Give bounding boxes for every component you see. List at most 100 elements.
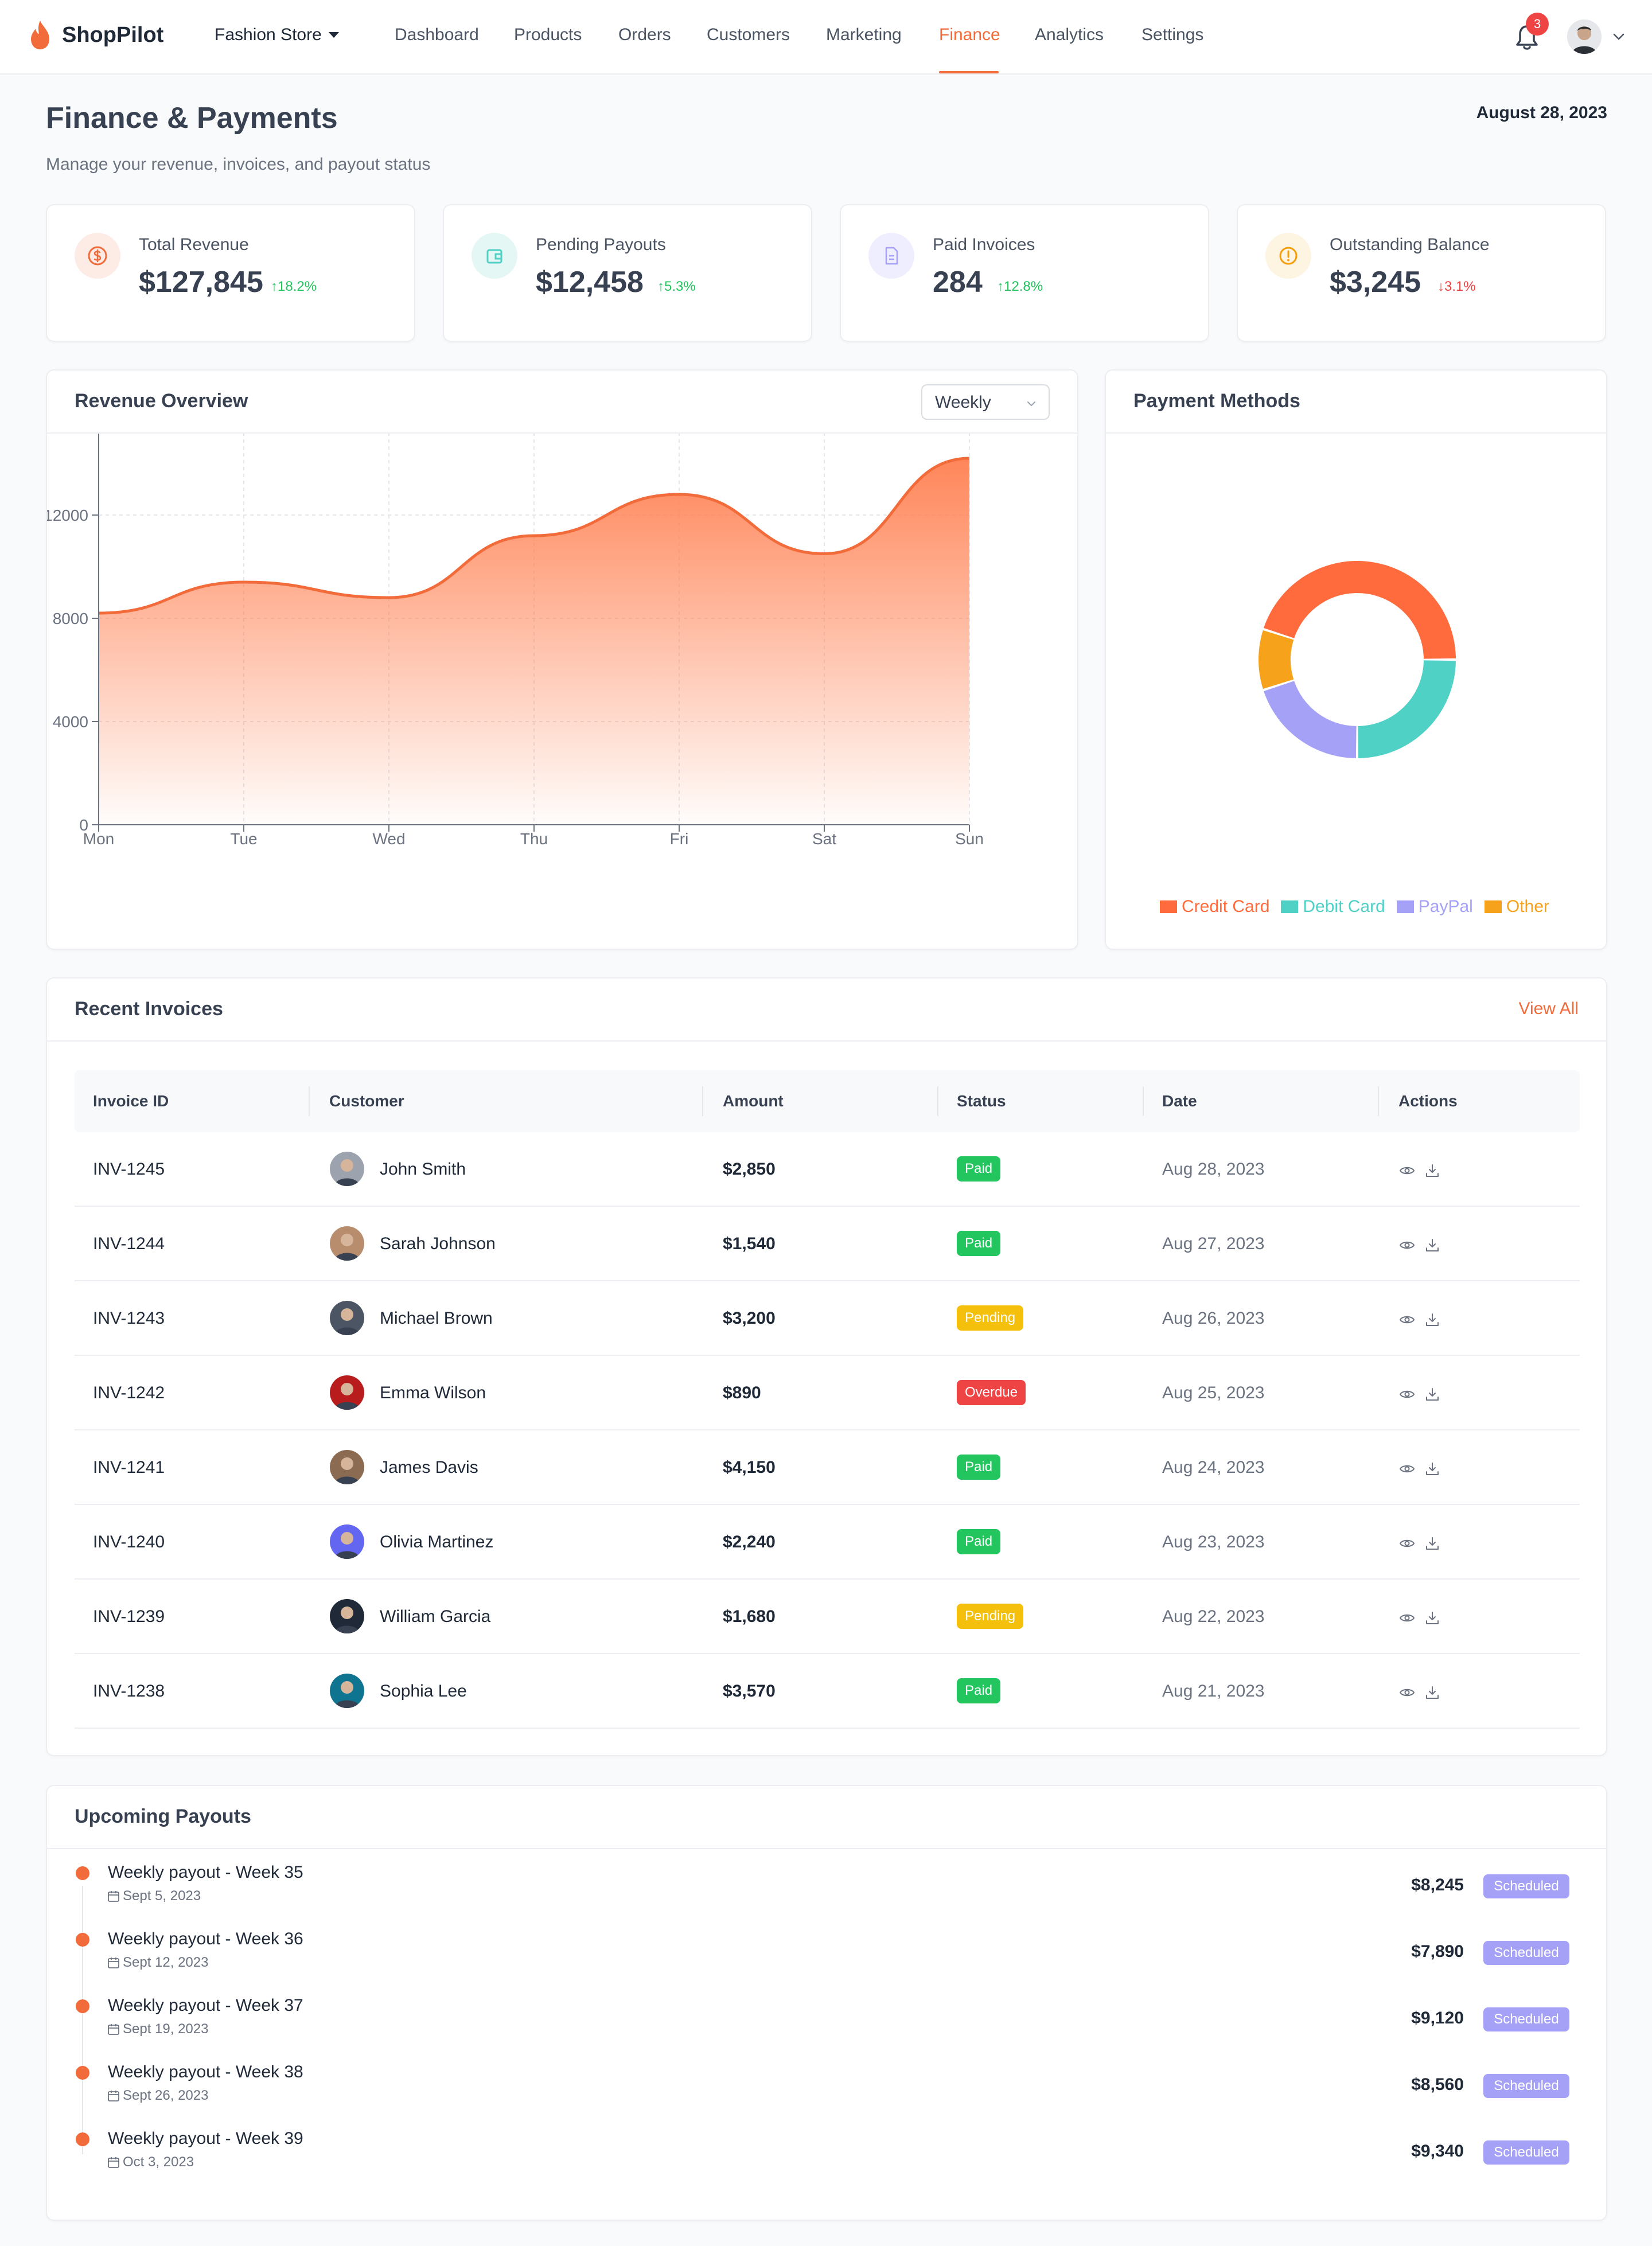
card-header: Revenue Overview Weekly bbox=[47, 371, 1077, 434]
table-row[interactable]: INV-1242 Emma Wilson $890 Overdue Aug 25, 20… bbox=[75, 1356, 1580, 1430]
stat-card-total-revenue: Total Revenue $127,845 ↑18.2% bbox=[46, 204, 415, 342]
customer-name: Sarah Johnson bbox=[380, 1234, 496, 1253]
column-header[interactable]: Status bbox=[957, 1092, 1006, 1110]
payout-title: Weekly payout - Week 35 bbox=[108, 1863, 303, 1882]
table-row[interactable]: INV-1238 Sophia Lee $3,570 Paid Aug 21, 2023 bbox=[75, 1654, 1580, 1729]
table-row[interactable]: INV-1240 Olivia Martinez $2,240 Paid Aug 23,… bbox=[75, 1505, 1580, 1580]
x-tick-label: Wed bbox=[372, 830, 405, 848]
invoice-id[interactable]: INV-1240 bbox=[93, 1533, 165, 1551]
eye-icon[interactable] bbox=[1398, 1162, 1416, 1179]
donut-slice-paypal bbox=[1264, 681, 1357, 758]
invoice-id[interactable]: INV-1242 bbox=[93, 1383, 165, 1402]
store-selector[interactable]: Fashion Store bbox=[215, 25, 339, 45]
status-badge: Scheduled bbox=[1483, 2007, 1569, 2031]
column-header[interactable]: Invoice ID bbox=[93, 1092, 169, 1110]
legend-label: Other bbox=[1506, 897, 1549, 916]
download-icon[interactable] bbox=[1424, 1460, 1441, 1477]
customer-name: John Smith bbox=[380, 1160, 466, 1179]
chevron-down-icon[interactable] bbox=[1611, 29, 1627, 45]
column-divider bbox=[1143, 1086, 1144, 1116]
x-tick-label: Sun bbox=[955, 830, 984, 848]
invoice-date: Aug 28, 2023 bbox=[1162, 1160, 1265, 1179]
period-select[interactable]: Weekly bbox=[921, 384, 1050, 420]
status-badge: Pending bbox=[957, 1604, 1024, 1629]
download-icon[interactable] bbox=[1424, 1162, 1441, 1179]
invoice-amount: $3,200 bbox=[723, 1309, 776, 1328]
invoice-id[interactable]: INV-1244 bbox=[93, 1234, 165, 1253]
eye-icon[interactable] bbox=[1398, 1684, 1416, 1701]
eye-icon[interactable] bbox=[1398, 1311, 1416, 1328]
view-all-link[interactable]: View All bbox=[1518, 999, 1579, 1018]
revenue-area-chart: 0400080001200016000MonTueWedThuFriSatSun bbox=[47, 434, 984, 848]
customer-name: William Garcia bbox=[380, 1607, 491, 1626]
nav-finance[interactable]: Finance bbox=[939, 25, 1000, 44]
customer-avatar bbox=[330, 1226, 364, 1261]
timeline-dot bbox=[76, 2066, 89, 2080]
payout-amount: $9,340 bbox=[1411, 2142, 1464, 2161]
calendar-icon bbox=[108, 2157, 119, 2168]
table-row[interactable]: INV-1241 James Davis $4,150 Paid Aug 24, 202… bbox=[75, 1430, 1580, 1505]
table-row[interactable]: INV-1239 William Garcia $1,680 Pending Aug 2… bbox=[75, 1580, 1580, 1654]
invoice-id[interactable]: INV-1239 bbox=[93, 1607, 165, 1626]
revenue-overview-card: Revenue Overview Weekly 0400080001200016… bbox=[46, 369, 1078, 950]
eye-icon[interactable] bbox=[1398, 1535, 1416, 1552]
status-badge: Paid bbox=[957, 1455, 1001, 1480]
download-icon[interactable] bbox=[1424, 1237, 1441, 1254]
column-header[interactable]: Date bbox=[1162, 1092, 1197, 1110]
column-header[interactable]: Amount bbox=[723, 1092, 784, 1110]
download-icon[interactable] bbox=[1424, 1386, 1441, 1403]
column-header[interactable]: Customer bbox=[329, 1092, 404, 1110]
y-tick-label: 12000 bbox=[47, 506, 88, 524]
legend-item[interactable]: PayPal bbox=[1396, 897, 1473, 917]
download-icon[interactable] bbox=[1424, 1609, 1441, 1627]
legend-item[interactable]: Credit Card bbox=[1160, 897, 1269, 917]
status-badge: Scheduled bbox=[1483, 1941, 1569, 1965]
calendar-icon bbox=[108, 2024, 119, 2035]
invoice-id[interactable]: INV-1243 bbox=[93, 1309, 165, 1328]
download-icon[interactable] bbox=[1424, 1535, 1441, 1552]
eye-icon[interactable] bbox=[1398, 1460, 1416, 1477]
payout-amount: $8,245 bbox=[1411, 1875, 1464, 1894]
notification-badge: 3 bbox=[1526, 13, 1549, 36]
nav-orders[interactable]: Orders bbox=[618, 25, 671, 44]
legend-label: PayPal bbox=[1418, 897, 1473, 916]
download-icon[interactable] bbox=[1424, 1684, 1441, 1701]
customer-avatar bbox=[330, 1524, 364, 1559]
user-avatar[interactable] bbox=[1567, 20, 1602, 54]
customer-name: Olivia Martinez bbox=[380, 1533, 494, 1551]
nav-marketing[interactable]: Marketing bbox=[826, 25, 902, 44]
arrow-up-icon: ↑ bbox=[657, 279, 664, 294]
invoice-date: Aug 22, 2023 bbox=[1162, 1607, 1265, 1626]
stat-change-value: 3.1% bbox=[1444, 279, 1476, 294]
payout-amount: $8,560 bbox=[1411, 2075, 1464, 2094]
eye-icon[interactable] bbox=[1398, 1386, 1416, 1403]
x-tick-label: Fri bbox=[670, 830, 689, 848]
invoice-id[interactable]: INV-1238 bbox=[93, 1682, 165, 1701]
legend-swatch bbox=[1396, 900, 1414, 913]
legend-item[interactable]: Other bbox=[1484, 897, 1549, 917]
table-row[interactable]: INV-1245 John Smith $2,850 Paid Aug 28, 2023 bbox=[75, 1132, 1580, 1207]
nav-settings[interactable]: Settings bbox=[1141, 25, 1204, 44]
download-icon[interactable] bbox=[1424, 1311, 1441, 1328]
eye-icon[interactable] bbox=[1398, 1609, 1416, 1627]
legend-item[interactable]: Debit Card bbox=[1281, 897, 1385, 917]
nav-products[interactable]: Products bbox=[514, 25, 582, 44]
nav-analytics[interactable]: Analytics bbox=[1035, 25, 1104, 44]
table-row[interactable]: INV-1243 Michael Brown $3,200 Pending Aug 26… bbox=[75, 1281, 1580, 1356]
eye-icon[interactable] bbox=[1398, 1237, 1416, 1254]
nav-customers[interactable]: Customers bbox=[707, 25, 790, 44]
payout-title: Weekly payout - Week 38 bbox=[108, 2062, 303, 2081]
invoice-amount: $1,680 bbox=[723, 1607, 776, 1626]
invoice-date: Aug 23, 2023 bbox=[1162, 1533, 1265, 1551]
card-header: Upcoming Payouts bbox=[47, 1786, 1606, 1849]
brand[interactable]: ShopPilot bbox=[28, 20, 163, 50]
payout-title: Weekly payout - Week 36 bbox=[108, 1929, 303, 1948]
invoice-id[interactable]: INV-1245 bbox=[93, 1160, 165, 1179]
invoice-id[interactable]: INV-1241 bbox=[93, 1458, 165, 1477]
table-row[interactable]: INV-1244 Sarah Johnson $1,540 Paid Aug 27, 2… bbox=[75, 1207, 1580, 1281]
nav-dashboard[interactable]: Dashboard bbox=[395, 25, 479, 44]
payout-date: Sept 12, 2023 bbox=[123, 1955, 209, 1970]
timeline-dot bbox=[76, 1933, 89, 1947]
flame-logo-icon bbox=[31, 21, 49, 49]
card-title: Upcoming Payouts bbox=[75, 1806, 251, 1827]
